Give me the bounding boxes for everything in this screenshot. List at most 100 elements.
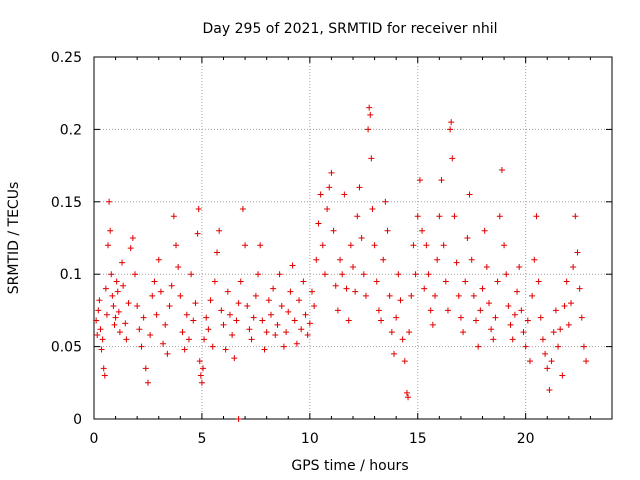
data-point xyxy=(265,297,272,304)
data-point xyxy=(578,314,585,321)
data-point xyxy=(105,242,112,249)
data-point xyxy=(567,300,574,307)
data-point xyxy=(222,346,229,353)
data-point xyxy=(423,242,430,249)
y-axis-title: SRMTID / TECUs xyxy=(6,182,22,295)
data-point xyxy=(242,242,249,249)
data-point xyxy=(455,292,462,299)
data-point xyxy=(298,326,305,333)
data-point xyxy=(278,303,285,310)
data-point xyxy=(224,288,231,295)
data-point xyxy=(427,307,434,314)
data-point xyxy=(576,285,583,292)
data-point xyxy=(185,336,192,343)
data-point xyxy=(442,278,449,285)
data-point xyxy=(350,263,356,270)
data-point xyxy=(405,394,412,401)
data-point xyxy=(580,343,587,350)
data-point xyxy=(198,379,205,386)
data-point xyxy=(408,292,415,299)
data-point xyxy=(162,321,169,328)
data-point xyxy=(111,321,118,328)
data-point xyxy=(244,303,251,310)
data-point xyxy=(114,288,121,295)
data-point xyxy=(142,365,149,372)
data-point xyxy=(362,292,369,299)
data-point xyxy=(100,365,107,372)
data-point xyxy=(535,278,542,285)
data-point xyxy=(107,227,114,234)
data-point xyxy=(134,303,141,310)
data-point xyxy=(127,245,134,252)
data-point xyxy=(412,271,419,278)
data-point xyxy=(138,343,145,350)
data-point xyxy=(563,278,570,285)
data-point xyxy=(308,288,315,295)
data-point xyxy=(235,416,242,422)
data-point xyxy=(470,292,477,299)
data-point xyxy=(477,307,484,314)
data-point xyxy=(574,249,581,256)
y-tick-label: 0 xyxy=(73,412,82,428)
data-point xyxy=(287,288,294,295)
data-point xyxy=(330,227,337,234)
data-point xyxy=(388,329,395,336)
data-point xyxy=(261,346,268,353)
data-point xyxy=(113,278,120,285)
data-point xyxy=(160,340,167,347)
data-point xyxy=(498,166,505,173)
data-point xyxy=(267,311,274,318)
data-point xyxy=(194,230,201,237)
data-point xyxy=(546,387,553,394)
data-point xyxy=(436,213,443,220)
data-point xyxy=(170,213,177,220)
data-point xyxy=(235,300,242,307)
data-point xyxy=(378,317,385,324)
chart-title: Day 295 of 2021, SRMTID for receiver nhi… xyxy=(203,21,498,37)
x-tick-label: 10 xyxy=(301,431,319,447)
data-point xyxy=(220,321,227,328)
data-point xyxy=(375,307,382,314)
data-point xyxy=(384,227,391,234)
data-point xyxy=(270,285,277,292)
data-point xyxy=(324,206,331,213)
data-point xyxy=(283,329,290,336)
data-point xyxy=(257,242,264,249)
data-point xyxy=(98,346,105,353)
data-point xyxy=(272,332,279,339)
data-point xyxy=(542,350,549,357)
data-point xyxy=(239,206,246,213)
data-point xyxy=(252,292,259,299)
data-point xyxy=(401,358,408,365)
data-point xyxy=(531,256,538,263)
data-point xyxy=(360,271,367,278)
data-point xyxy=(557,326,564,333)
data-point xyxy=(99,336,106,343)
data-point xyxy=(106,198,113,205)
x-tick-label: 5 xyxy=(197,431,206,447)
data-point xyxy=(192,300,199,307)
data-point xyxy=(229,332,236,339)
y-tick-label: 0.05 xyxy=(51,340,82,356)
data-point xyxy=(108,271,115,278)
data-point xyxy=(395,271,402,278)
data-point xyxy=(369,206,376,213)
data-point xyxy=(494,278,501,285)
data-point xyxy=(157,288,164,295)
data-point xyxy=(565,321,572,328)
data-point xyxy=(488,326,495,333)
data-point xyxy=(116,329,123,336)
data-point xyxy=(414,213,421,220)
data-point xyxy=(102,285,109,292)
data-point xyxy=(250,314,257,321)
data-point xyxy=(315,220,322,227)
data-point xyxy=(520,329,527,336)
data-point xyxy=(190,317,197,324)
data-point xyxy=(94,332,101,339)
data-point xyxy=(457,314,464,321)
data-point xyxy=(207,297,214,304)
data-point xyxy=(453,259,460,266)
data-point xyxy=(511,311,518,318)
data-point xyxy=(548,358,555,365)
